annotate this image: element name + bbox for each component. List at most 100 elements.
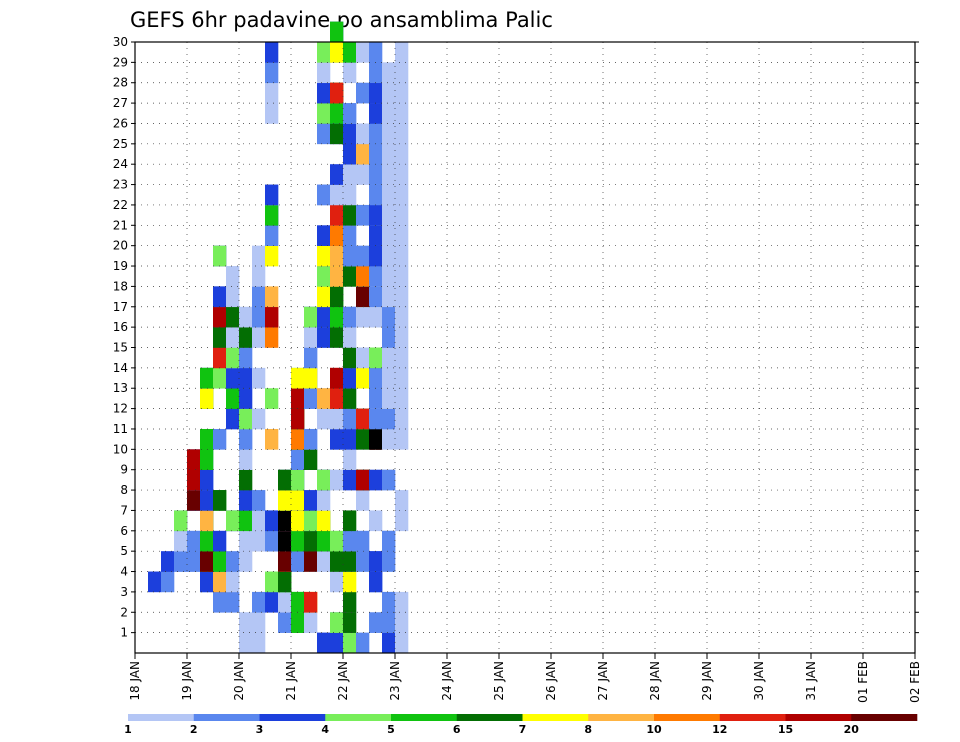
heatmap-cell — [291, 428, 305, 450]
legend-swatch — [259, 714, 326, 721]
heatmap-cell — [382, 266, 396, 287]
heatmap-cell — [330, 388, 344, 409]
heatmap-cell — [304, 510, 318, 532]
heatmap-cell — [265, 591, 279, 613]
heatmap-cell — [356, 266, 370, 287]
heatmap-cell — [187, 551, 201, 572]
heatmap-cell — [278, 530, 292, 552]
heatmap-cell — [343, 551, 357, 572]
heatmap-cell — [343, 612, 357, 633]
heatmap-cell — [356, 551, 370, 572]
heatmap-cell — [213, 327, 227, 348]
heatmap-cell — [317, 62, 331, 84]
heatmap-cell — [343, 245, 357, 267]
heatmap-cell — [395, 245, 409, 267]
heatmap-cell — [187, 530, 201, 552]
heatmap-cell — [382, 62, 396, 84]
legend-swatch — [193, 714, 260, 721]
heatmap-cell — [304, 327, 318, 348]
x-tick-label: 18 JAN — [128, 661, 142, 701]
heatmap-cell — [330, 632, 344, 654]
y-tick-label: 19 — [113, 259, 128, 273]
legend-label: 3 — [256, 723, 264, 736]
heatmap-cell — [369, 62, 383, 84]
y-tick-label: 13 — [113, 381, 128, 395]
heatmap-cell — [382, 82, 396, 104]
legend-swatch — [654, 714, 721, 721]
heatmap-cell — [265, 510, 279, 532]
heatmap-cell — [291, 469, 305, 491]
heatmap-cell — [356, 490, 370, 511]
heatmap-cell — [317, 469, 331, 491]
heatmap-cell — [395, 388, 409, 409]
heatmap-cell — [343, 510, 357, 532]
heatmap-cell — [369, 612, 383, 633]
heatmap-cell — [239, 306, 253, 328]
heatmap-cell — [317, 551, 331, 572]
heatmap-cell — [252, 530, 266, 552]
legend-label: 5 — [387, 723, 395, 736]
heatmap-cell — [369, 408, 383, 430]
heatmap-cell — [226, 367, 240, 389]
heatmap-cell — [239, 428, 253, 450]
y-tick-label: 26 — [113, 116, 128, 130]
heatmap-cell — [317, 510, 331, 532]
heatmap-cell — [395, 367, 409, 389]
heatmap-cell — [369, 266, 383, 287]
heatmap-cell — [252, 286, 266, 308]
y-tick-label: 16 — [113, 320, 128, 334]
y-axis: 1234567891011121314151617181920212223242… — [113, 35, 919, 640]
heatmap-cell — [317, 42, 331, 63]
heatmap-cell — [200, 449, 214, 470]
heatmap-cell — [343, 530, 357, 552]
heatmap-cell — [343, 632, 357, 654]
heatmap-cell — [291, 490, 305, 511]
heatmap-cell — [252, 632, 266, 654]
legend-swatch — [719, 714, 786, 721]
heatmap-cell — [239, 469, 253, 491]
y-tick-label: 25 — [113, 137, 128, 151]
heatmap-cell — [265, 388, 279, 409]
heatmap-cell — [265, 286, 279, 308]
heatmap-cell — [291, 591, 305, 613]
heatmap-cell — [174, 530, 188, 552]
heatmap-cell — [395, 82, 409, 104]
heatmap-cell — [265, 306, 279, 328]
y-tick-label: 18 — [113, 279, 128, 293]
heatmap-cell — [369, 367, 383, 389]
heatmap-cell — [252, 612, 266, 633]
y-tick-label: 6 — [120, 524, 128, 538]
y-tick-label: 15 — [113, 341, 128, 355]
heatmap-cell — [382, 286, 396, 308]
legend-label: 2 — [190, 723, 198, 736]
heatmap-cell — [200, 367, 214, 389]
legend-swatch — [851, 714, 918, 721]
heatmap-cell — [304, 306, 318, 328]
heatmap-cell — [343, 428, 357, 450]
heatmap-cell — [330, 327, 344, 348]
heatmap-cell — [213, 490, 227, 511]
heatmap-cell — [252, 490, 266, 511]
heatmap-cell — [343, 306, 357, 328]
heatmap-cell — [213, 347, 227, 369]
heatmap-cell — [356, 245, 370, 267]
heatmap-cell — [382, 225, 396, 246]
heatmap-cell — [265, 42, 279, 63]
heatmap-cell — [317, 408, 331, 430]
y-tick-label: 4 — [120, 565, 128, 579]
heatmap-cell — [382, 612, 396, 633]
legend-swatch — [128, 714, 195, 721]
heatmap-cell — [265, 571, 279, 593]
heatmap-cell — [343, 591, 357, 613]
heatmap-cell — [395, 266, 409, 287]
legend-label: 15 — [778, 723, 793, 736]
heatmap-cell — [330, 245, 344, 267]
heatmap-cell — [343, 469, 357, 491]
heatmap-cell — [239, 449, 253, 470]
heatmap-cell — [330, 571, 344, 593]
heatmap-cell — [330, 367, 344, 389]
y-tick-label: 2 — [120, 605, 128, 619]
heatmap-cell — [278, 510, 292, 532]
heatmap-cell — [343, 62, 357, 84]
heatmap-cell — [213, 286, 227, 308]
